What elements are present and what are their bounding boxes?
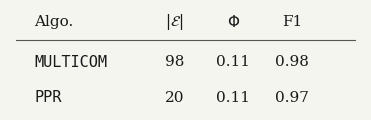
Text: 0.11: 0.11 — [216, 90, 250, 105]
Text: 0.97: 0.97 — [275, 90, 309, 105]
Text: $|\mathcal{E}|$: $|\mathcal{E}|$ — [165, 12, 184, 33]
Text: 20: 20 — [165, 90, 184, 105]
Text: Algo.: Algo. — [35, 15, 74, 30]
Text: $\Phi$: $\Phi$ — [227, 15, 240, 30]
Text: 98: 98 — [165, 55, 184, 69]
Text: 0.11: 0.11 — [216, 55, 250, 69]
Text: F1: F1 — [282, 15, 302, 30]
Text: 0.98: 0.98 — [275, 55, 309, 69]
Text: MULTICOM: MULTICOM — [35, 55, 108, 70]
Text: PPR: PPR — [35, 90, 62, 105]
